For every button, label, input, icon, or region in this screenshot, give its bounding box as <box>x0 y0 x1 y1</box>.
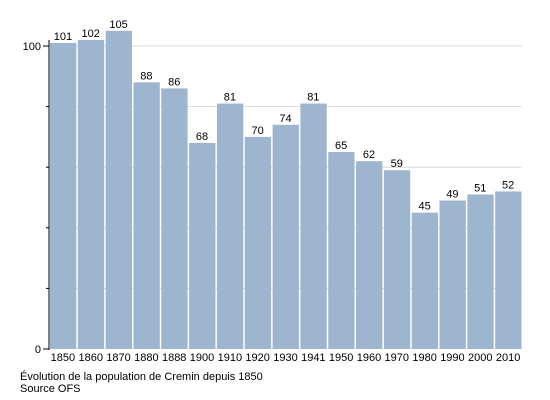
bar-1970 <box>383 170 411 349</box>
bar-1941 <box>300 103 327 349</box>
x-tick-label: 2010 <box>496 352 520 364</box>
data-label: 86 <box>168 76 180 88</box>
data-label: 102 <box>82 28 100 40</box>
bar-1960 <box>356 161 383 349</box>
bar-1990 <box>439 200 466 349</box>
x-tick-label: 1950 <box>329 352 353 364</box>
data-label: 49 <box>446 189 458 201</box>
bar-1980 <box>411 212 439 349</box>
axes <box>43 40 50 350</box>
y-tick-label: 0 <box>35 344 41 356</box>
bar-1888 <box>161 88 188 350</box>
x-tick-label: 1860 <box>78 352 102 364</box>
x-tick-label: 1880 <box>134 352 158 364</box>
bar-2010 <box>495 191 522 349</box>
x-tick-label: 1930 <box>273 352 297 364</box>
labels: 0 100 1850 1860 1870 1880 1888 1900 1910 1920 1930… <box>23 19 521 364</box>
x-tick-label: 1980 <box>412 352 436 364</box>
bar-1860 <box>77 39 105 349</box>
data-label: 81 <box>224 92 236 104</box>
bar-1880 <box>133 82 160 350</box>
bar-1930 <box>272 124 299 349</box>
data-label: 45 <box>418 201 430 213</box>
bar-2000 <box>467 194 494 349</box>
data-label: 65 <box>335 140 347 152</box>
data-label: 68 <box>196 131 208 143</box>
x-tick-label: 1888 <box>162 352 186 364</box>
bar-1900 <box>189 142 216 349</box>
x-tick-label: 1941 <box>301 352 325 364</box>
data-label: 51 <box>474 182 486 194</box>
bar-1870 <box>105 30 132 349</box>
data-label: 101 <box>54 31 72 43</box>
data-label: 62 <box>363 149 375 161</box>
bar-1950 <box>328 152 355 349</box>
x-tick-label: 1990 <box>440 352 464 364</box>
x-tick-label: 1970 <box>385 352 409 364</box>
x-tick-label: 1960 <box>357 352 381 364</box>
data-label: 52 <box>502 179 514 191</box>
x-tick-label: 1910 <box>218 352 242 364</box>
chart-source: Source OFS <box>20 383 81 395</box>
x-tick-label: 1850 <box>51 352 75 364</box>
data-label: 74 <box>279 113 291 125</box>
bar-1850 <box>50 42 77 349</box>
x-tick-label: 1920 <box>245 352 269 364</box>
data-label: 70 <box>252 125 264 137</box>
bar-1920 <box>244 136 272 349</box>
x-tick-label: 2000 <box>468 352 492 364</box>
x-tick-label: 1870 <box>106 352 130 364</box>
data-label: 88 <box>140 70 152 82</box>
data-label: 105 <box>109 19 127 31</box>
y-tick-label: 100 <box>23 41 41 53</box>
bar-1910 <box>216 103 244 349</box>
chart-caption: Évolution de la population de Cremin dep… <box>20 371 263 383</box>
data-label: 81 <box>307 92 319 104</box>
data-label: 59 <box>391 158 403 170</box>
x-tick-label: 1900 <box>190 352 214 364</box>
bars <box>50 30 522 350</box>
